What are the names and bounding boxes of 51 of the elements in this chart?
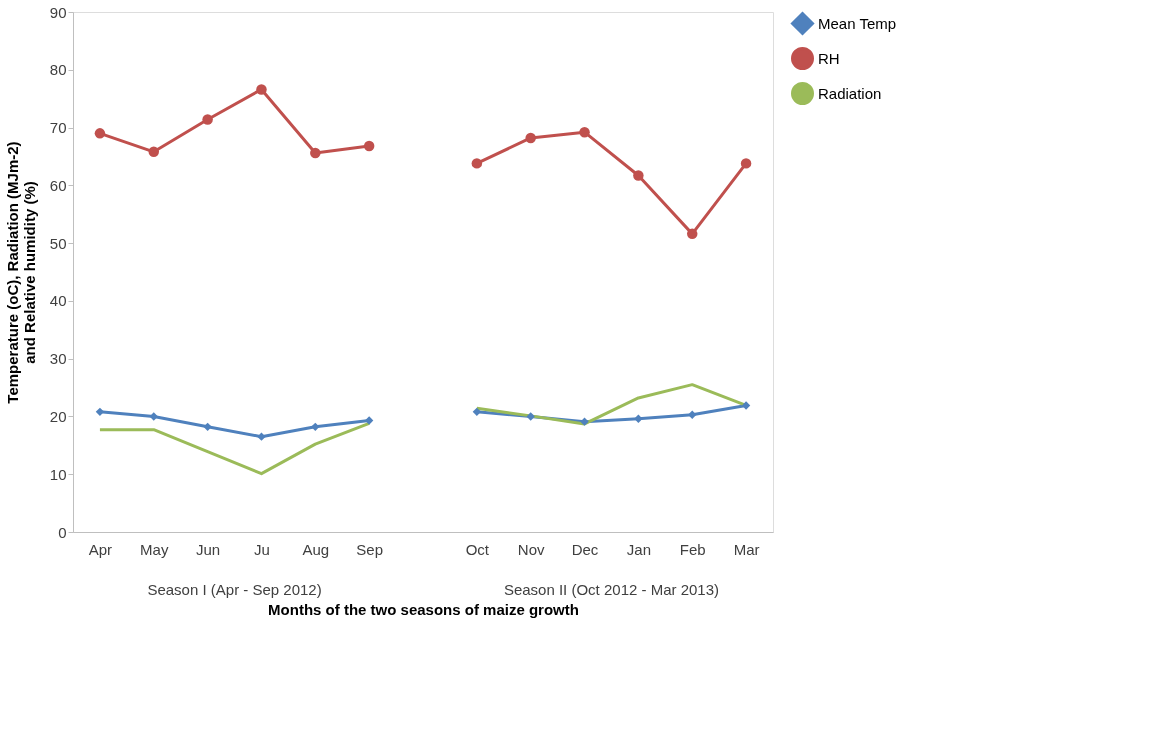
x-tick-label: May (140, 540, 169, 558)
x-tick-label: Jan (626, 540, 651, 558)
y-tick-label: 20 (49, 407, 67, 425)
legend-label: Radiation (818, 84, 882, 102)
point (740, 158, 752, 169)
x-tick-label: Nov (517, 540, 546, 558)
point (363, 140, 375, 152)
point (686, 228, 698, 240)
point (256, 84, 267, 95)
point (311, 422, 320, 432)
point (94, 128, 106, 139)
y-tick-label: 30 (49, 350, 67, 368)
y-tick-label: 50 (49, 234, 67, 252)
point (148, 146, 160, 158)
y-tick-label: 70 (49, 119, 67, 137)
x-tick-label: Ju (254, 540, 270, 558)
y-tick-label: 40 (49, 292, 67, 310)
point (688, 410, 697, 419)
y-axis-title: Temperature (oC), Radiation (MJm-2) and Relative humidity (%) (3, 141, 38, 404)
legend-label: Mean Temp (818, 14, 897, 32)
point (149, 412, 158, 421)
y-tick-label: 90 (49, 3, 67, 21)
point (525, 132, 536, 144)
point (634, 414, 643, 423)
y-tick-label: 80 (49, 61, 67, 79)
point (202, 114, 213, 125)
text: Season I (Apr - Sep 2012) (147, 581, 322, 598)
x-tick-label: Aug (302, 540, 330, 558)
point (257, 432, 266, 441)
x-tick-label: Mar (733, 540, 760, 558)
point (310, 147, 321, 159)
text: Season II (Oct 2012 - Mar 2013) (503, 581, 720, 598)
point (471, 158, 483, 169)
x-tick-label: Dec (571, 540, 599, 558)
x-tick-label: Apr (88, 540, 113, 558)
y-tick-label: 0 (58, 523, 67, 541)
x-axis-title: Months of the two seasons of maize growth (268, 600, 579, 618)
x-tick-label: Feb (679, 540, 706, 558)
point (579, 126, 590, 138)
point (364, 416, 374, 425)
point (741, 401, 751, 410)
point (526, 412, 535, 421)
legend-label: RH (818, 49, 840, 67)
x-tick-label: Jun (196, 540, 221, 558)
x-tick-label: Sep (356, 540, 384, 558)
point (633, 170, 644, 181)
x-tick-label: Oct (465, 540, 490, 558)
y-tick-label: 10 (49, 465, 67, 483)
y-tick-label: 60 (49, 176, 67, 194)
point (580, 417, 589, 426)
point (203, 422, 212, 432)
